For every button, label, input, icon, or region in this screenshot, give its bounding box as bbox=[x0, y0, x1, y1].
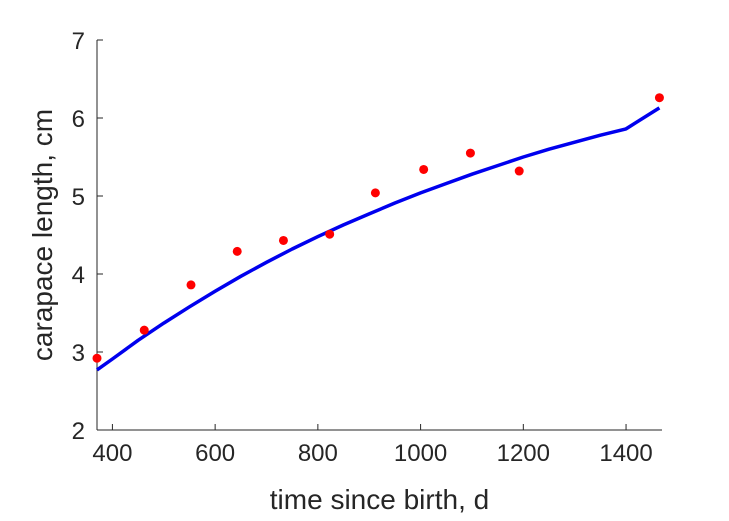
x-axis-title: time since birth, d bbox=[270, 484, 489, 515]
series-points bbox=[92, 93, 664, 363]
y-axis-ticks: 2 3 4 5 6 7 bbox=[72, 28, 103, 445]
data-point bbox=[370, 188, 380, 198]
fit-curve-line bbox=[95, 106, 661, 372]
data-point bbox=[92, 353, 102, 363]
y-tick-label: 7 bbox=[72, 28, 85, 55]
x-tick-label: 1200 bbox=[497, 440, 550, 467]
y-axis-title: carapace length, cm bbox=[27, 109, 58, 361]
y-tick-label: 6 bbox=[72, 106, 85, 133]
y-tick-label: 5 bbox=[72, 184, 85, 211]
data-point bbox=[325, 229, 335, 239]
x-axis-ticks: 400 600 800 1000 1200 1400 bbox=[92, 424, 653, 467]
x-tick-label: 800 bbox=[298, 440, 338, 467]
x-tick-label: 1000 bbox=[394, 440, 447, 467]
x-tick-label: 1400 bbox=[599, 440, 652, 467]
data-point bbox=[465, 148, 475, 158]
series-lines bbox=[95, 106, 661, 372]
data-point bbox=[278, 235, 288, 245]
data-point bbox=[186, 280, 196, 290]
data-point bbox=[419, 164, 429, 174]
data-point bbox=[514, 166, 524, 176]
y-tick-label: 4 bbox=[72, 262, 85, 289]
y-tick-label: 3 bbox=[72, 340, 85, 367]
x-tick-label: 600 bbox=[195, 440, 235, 467]
data-point bbox=[654, 93, 664, 103]
x-tick-label: 400 bbox=[92, 440, 132, 467]
data-point bbox=[232, 246, 242, 256]
data-point bbox=[139, 325, 149, 335]
y-tick-label: 2 bbox=[72, 418, 85, 445]
